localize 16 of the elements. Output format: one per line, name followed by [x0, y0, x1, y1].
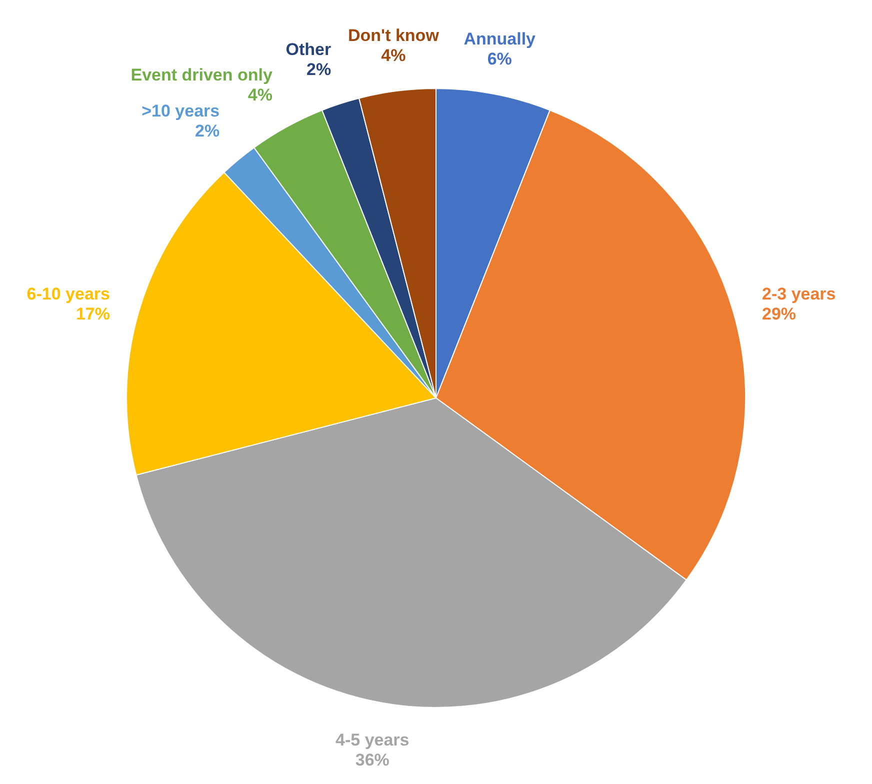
- slice-label: 6-10 years: [26, 284, 110, 304]
- data-label: 29%: [762, 304, 796, 324]
- slice-label: Event driven only: [130, 65, 273, 84]
- data-label: 17%: [76, 304, 110, 324]
- slice-label: 2-3 years: [762, 284, 836, 304]
- data-label: 36%: [355, 750, 390, 770]
- data-label: 4%: [381, 46, 406, 66]
- data-label: 2%: [195, 121, 220, 140]
- slice-label: Don't know: [348, 26, 440, 46]
- slice-label: 4-5 years: [336, 730, 410, 750]
- slice-label: Other: [286, 40, 332, 60]
- slice-label: Annually: [464, 30, 536, 49]
- data-label: 4%: [248, 85, 272, 104]
- slice-label: >10 years: [142, 101, 220, 120]
- data-label: 6%: [487, 50, 512, 69]
- data-label: 2%: [306, 60, 332, 80]
